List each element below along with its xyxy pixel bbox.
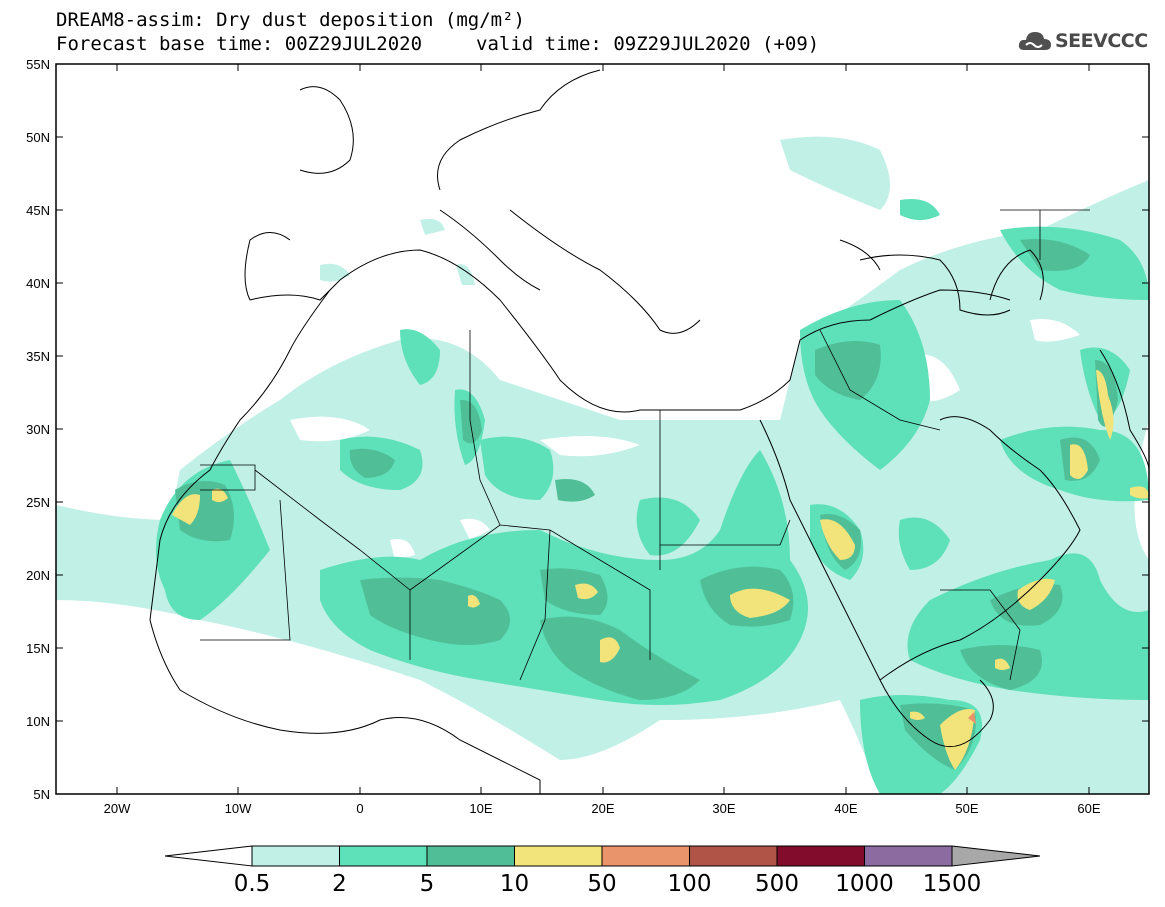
colorbar bbox=[164, 845, 1041, 867]
colorbar-swatch bbox=[776, 845, 865, 867]
lon-tick-label: 50E bbox=[955, 801, 978, 816]
lat-tick-label: 55N bbox=[26, 57, 50, 72]
seevccc-logo: SEEVCCC bbox=[1018, 26, 1148, 56]
colorbar-label: 2 bbox=[332, 871, 347, 897]
lon-tick-label: 10W bbox=[225, 801, 252, 816]
country-borders bbox=[200, 209, 1090, 681]
lon-tick-label: 30E bbox=[712, 801, 735, 816]
lat-tick-label: 25N bbox=[26, 495, 50, 510]
lon-tick-label: 0 bbox=[356, 801, 363, 816]
colorbar-swatch bbox=[689, 845, 778, 867]
lat-tick-label: 15N bbox=[26, 641, 50, 656]
lat-tick-label: 30N bbox=[26, 422, 50, 437]
deposition-level-10 bbox=[172, 370, 1149, 770]
lat-tick-label: 45N bbox=[26, 203, 50, 218]
lon-tick-label: 10E bbox=[469, 801, 492, 816]
lon-tick-label: 60E bbox=[1077, 801, 1100, 816]
time-info: Forecast base time: 00Z29JUL2020 valid ti… bbox=[56, 34, 819, 54]
valid-time: valid time: 09Z29JUL2020 (+09) bbox=[476, 33, 820, 55]
base-time: Forecast base time: 00Z29JUL2020 bbox=[56, 33, 423, 55]
colorbar-swatch bbox=[426, 845, 515, 867]
colorbar-label: 1500 bbox=[923, 871, 982, 897]
colorbar-swatch bbox=[514, 845, 603, 867]
colorbar-left-arrow bbox=[164, 845, 253, 867]
cloud-icon bbox=[1018, 32, 1051, 50]
map-title: DREAM8-assim: Dry dust deposition (mg/m²… bbox=[56, 9, 525, 31]
colorbar-label: 10 bbox=[500, 871, 529, 897]
colorbar-swatch bbox=[251, 845, 340, 867]
coastlines-and-borders bbox=[149, 69, 1149, 794]
lat-tick-label: 40N bbox=[26, 276, 50, 291]
deposition-level-50 bbox=[968, 712, 976, 724]
colorbar-swatch bbox=[601, 845, 690, 867]
lon-tick-label: 40E bbox=[834, 801, 857, 816]
colorbar-label: 100 bbox=[668, 871, 712, 897]
colorbar-swatch bbox=[864, 845, 953, 867]
lon-tick-label: 20E bbox=[591, 801, 614, 816]
lon-tick-label: 20W bbox=[104, 801, 131, 816]
colorbar-label: 500 bbox=[755, 871, 799, 897]
lat-tick-label: 10N bbox=[26, 714, 50, 729]
logo-text: SEEVCCC bbox=[1055, 30, 1148, 52]
colorbar-label: 0.5 bbox=[234, 871, 271, 897]
colorbar-swatch bbox=[339, 845, 428, 867]
lat-tick-label: 50N bbox=[26, 130, 50, 145]
lat-tick-label: 20N bbox=[26, 568, 50, 583]
map-area bbox=[56, 64, 1149, 794]
colorbar-label: 5 bbox=[420, 871, 435, 897]
colorbar-label: 1000 bbox=[835, 871, 894, 897]
colorbar-right-arrow bbox=[951, 845, 1041, 867]
lat-tick-label: 35N bbox=[26, 349, 50, 364]
longitude-axis bbox=[116, 64, 1090, 794]
lat-tick-label: 5N bbox=[33, 787, 50, 802]
colorbar-label: 50 bbox=[587, 871, 616, 897]
latitude-axis bbox=[56, 63, 1149, 795]
